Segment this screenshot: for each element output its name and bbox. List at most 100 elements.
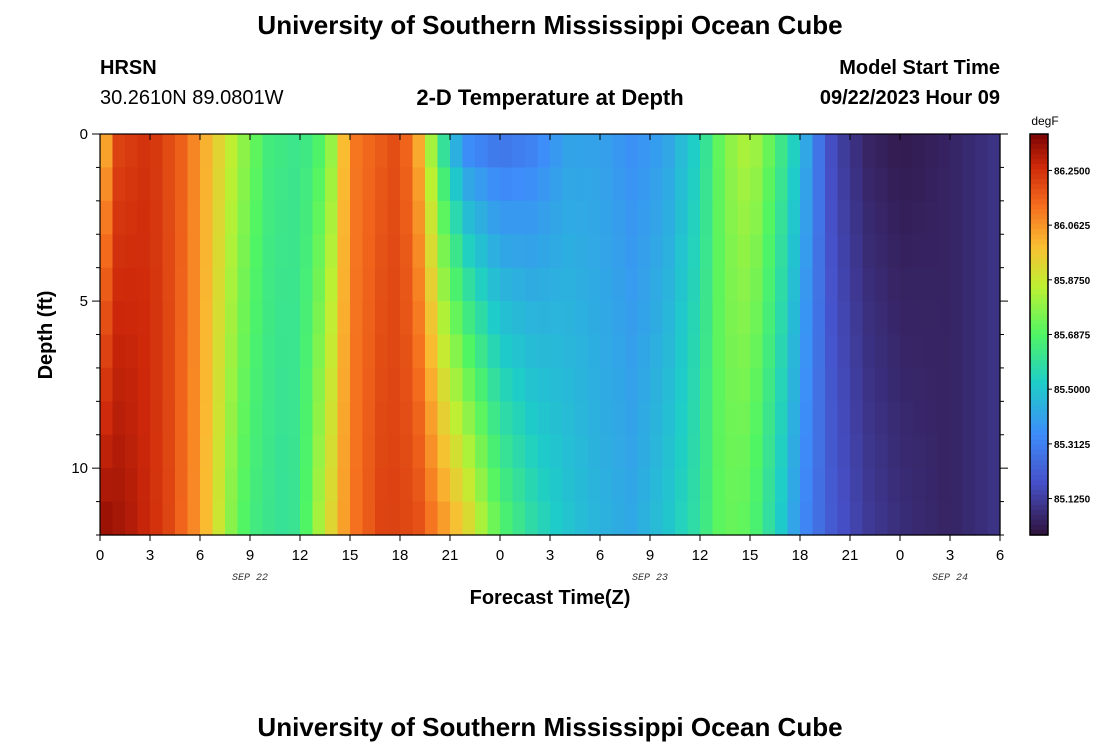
- heatmap-cell: [412, 401, 426, 436]
- heatmap-cell: [150, 501, 164, 536]
- colorbar-tick-label: 85.6875: [1054, 331, 1091, 342]
- colorbar-segment: [1030, 409, 1048, 416]
- colorbar-segment: [1030, 174, 1048, 180]
- heatmap-cell: [575, 434, 589, 469]
- colorbar-segment: [1030, 524, 1048, 531]
- heatmap-cell: [262, 501, 276, 536]
- heatmap-cell: [562, 434, 576, 469]
- heatmap-cell: [900, 434, 914, 469]
- heatmap-cell: [675, 167, 689, 202]
- heatmap-cell: [112, 301, 126, 336]
- heatmap-cell: [750, 434, 764, 469]
- heatmap-cell: [862, 401, 876, 436]
- heatmap-cell: [537, 501, 551, 536]
- heatmap-cell: [200, 301, 214, 336]
- heatmap-cell: [687, 200, 701, 235]
- heatmap-cell: [712, 401, 726, 436]
- heatmap-cell: [875, 134, 889, 169]
- heatmap-cell: [237, 267, 251, 302]
- heatmap-cell: [912, 134, 926, 169]
- heatmap-cell: [137, 468, 151, 503]
- heatmap-cell: [612, 301, 626, 336]
- heatmap-cell: [800, 134, 814, 169]
- heatmap-cell: [137, 200, 151, 235]
- heatmap-cell: [212, 167, 226, 202]
- heatmap-cell: [200, 334, 214, 369]
- heatmap-cell: [700, 468, 714, 503]
- heatmap-cell: [612, 367, 626, 402]
- heatmap-cell: [275, 234, 289, 269]
- y-axis-ticks: 0 5 10: [71, 126, 1008, 536]
- heatmap-cell: [600, 367, 614, 402]
- heatmap-cell: [800, 401, 814, 436]
- heatmap-cell: [437, 234, 451, 269]
- heatmap-cell: [725, 301, 739, 336]
- heatmap-cell: [950, 367, 964, 402]
- heatmap-cell: [525, 334, 539, 369]
- heatmap-cell: [737, 200, 751, 235]
- heatmap-cell: [100, 468, 114, 503]
- colorbar-segment: [1030, 204, 1048, 210]
- heatmap-cell: [887, 267, 901, 302]
- heatmap-cell: [237, 468, 251, 503]
- model-start-time: 09/22/2023 Hour 09: [819, 87, 1000, 109]
- heatmap-cell: [800, 167, 814, 202]
- heatmap-cell: [500, 401, 514, 436]
- heatmap-cell: [387, 334, 401, 369]
- heatmap-cell: [662, 401, 676, 436]
- heatmap-cell: [775, 501, 789, 536]
- heatmap-cell: [812, 301, 826, 336]
- heatmap-cell: [712, 334, 726, 369]
- heatmap-cell: [100, 301, 114, 336]
- colorbar-segment: [1030, 244, 1048, 250]
- heatmap-cell: [987, 167, 1001, 202]
- heatmap-cell: [337, 234, 351, 269]
- heatmap-cell: [662, 234, 676, 269]
- heatmap-cell: [137, 301, 151, 336]
- heatmap-cell: [175, 401, 189, 436]
- colorbar-segment: [1030, 184, 1048, 190]
- heatmap-cell: [300, 367, 314, 402]
- heatmap-cell: [462, 367, 476, 402]
- heatmap-cell: [925, 200, 939, 235]
- heatmap-cell: [675, 200, 689, 235]
- heatmap-cell: [450, 167, 464, 202]
- heatmap-cell: [112, 367, 126, 402]
- heatmap-cell: [112, 434, 126, 469]
- heatmap-cell: [575, 167, 589, 202]
- heatmap-cell: [150, 468, 164, 503]
- heatmap-cell: [875, 267, 889, 302]
- heatmap-cell: [775, 401, 789, 436]
- heatmap-cell: [662, 367, 676, 402]
- heatmap-cell: [837, 301, 851, 336]
- heatmap-cell: [975, 334, 989, 369]
- heatmap-cell: [950, 267, 964, 302]
- colorbar-segment: [1030, 224, 1048, 230]
- heatmap-cell: [125, 301, 139, 336]
- heatmap-cell: [900, 334, 914, 369]
- heatmap-cell: [725, 434, 739, 469]
- heatmap-cell: [512, 501, 526, 536]
- x-axis-label: Forecast Time(Z): [470, 587, 631, 609]
- heatmap-cell: [625, 234, 639, 269]
- heatmap-cell: [187, 267, 201, 302]
- heatmap-cell: [975, 167, 989, 202]
- heatmap-cell: [462, 267, 476, 302]
- heatmap-cell: [350, 134, 364, 169]
- heatmap-cell: [900, 367, 914, 402]
- heatmap-cell: [762, 501, 776, 536]
- heatmap-cell: [687, 334, 701, 369]
- heatmap-cell: [612, 468, 626, 503]
- heatmap-cell: [300, 334, 314, 369]
- heatmap-cell: [362, 200, 376, 235]
- heatmap-cell: [925, 401, 939, 436]
- heatmap-cell: [400, 267, 414, 302]
- heatmap-cell: [237, 234, 251, 269]
- heatmap-cell: [450, 434, 464, 469]
- heatmap-cell: [187, 367, 201, 402]
- heatmap-cell: [300, 501, 314, 536]
- colorbar-segment: [1030, 419, 1048, 426]
- heatmap-cell: [212, 468, 226, 503]
- heatmap-cell: [325, 234, 339, 269]
- heatmap-cell: [825, 167, 839, 202]
